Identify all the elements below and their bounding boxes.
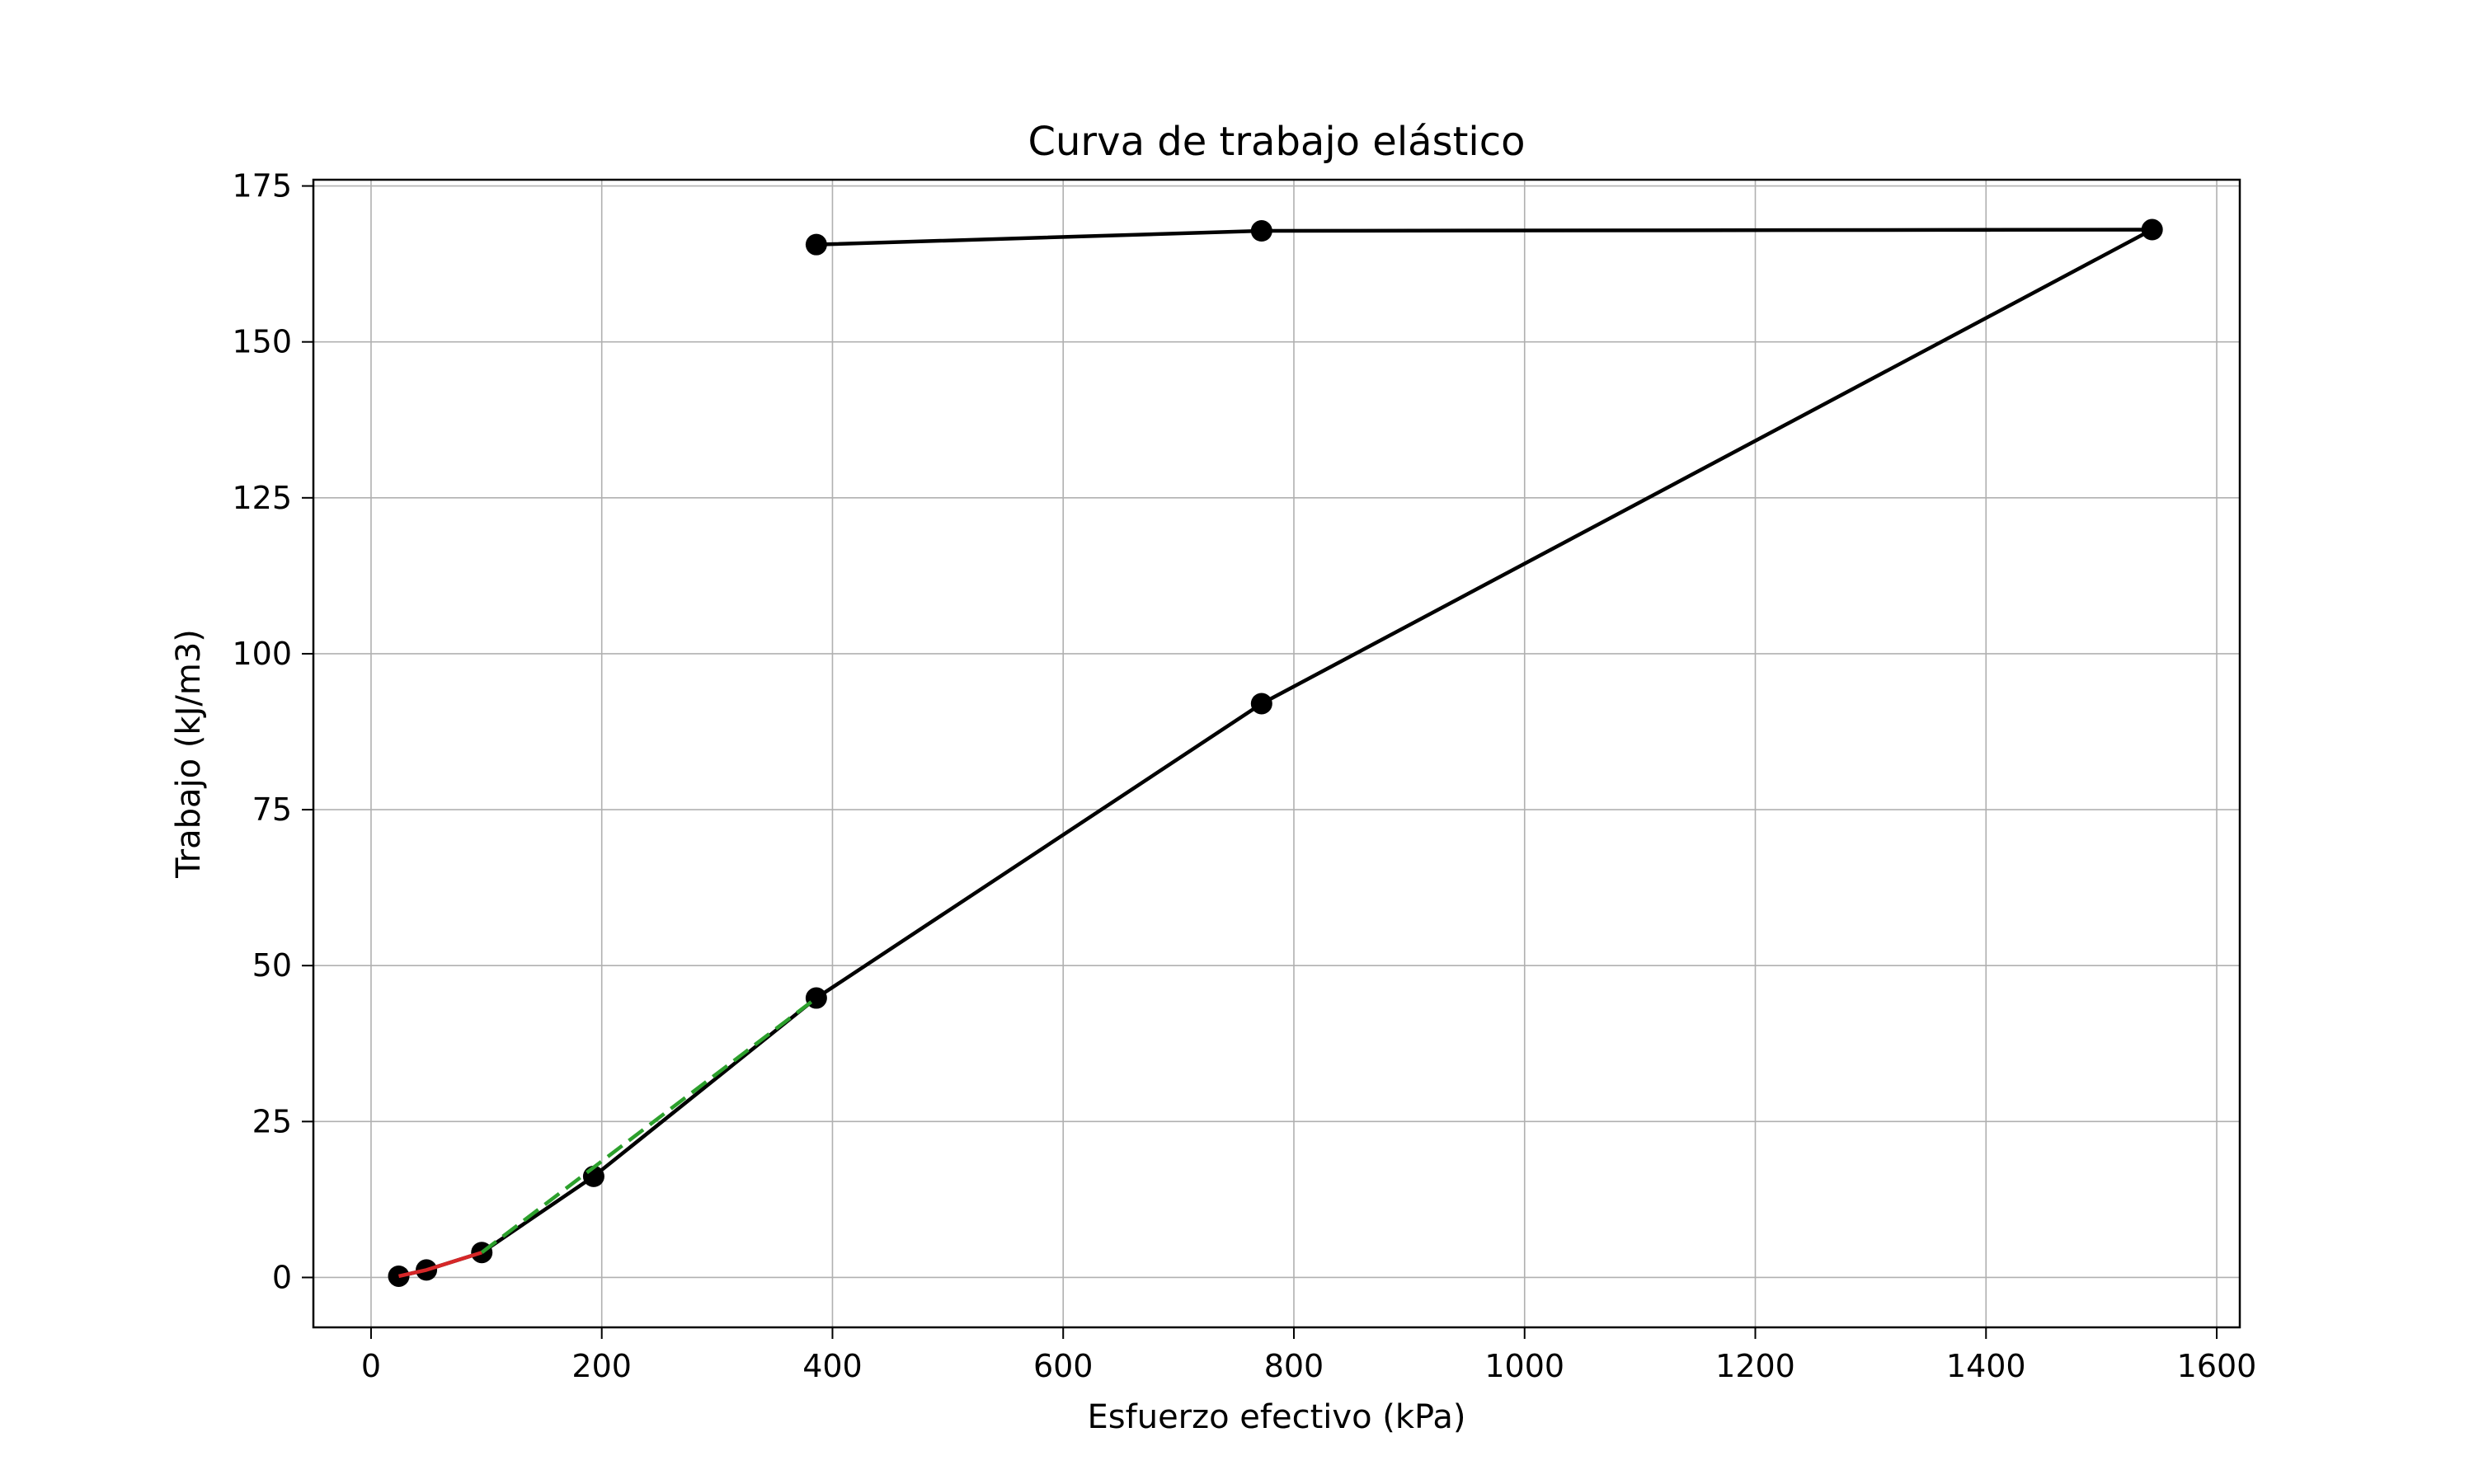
data-point — [805, 233, 827, 256]
y-tick-label: 175 — [232, 168, 292, 204]
grid — [313, 180, 2240, 1327]
y-tick-label: 25 — [252, 1103, 292, 1139]
x-ticks: 0 200 400 600 800 1000 1200 1400 1600 — [361, 1327, 2257, 1384]
y-tick-label: 150 — [232, 324, 292, 360]
x-tick-label: 800 — [1264, 1348, 1324, 1384]
chart-title: Curva de trabajo elástico — [1028, 119, 1525, 165]
y-axis-label: Trabajo (kJ/m3) — [170, 629, 208, 879]
data-point — [2141, 218, 2163, 241]
y-tick-label: 100 — [232, 636, 292, 672]
x-tick-label: 200 — [571, 1348, 632, 1384]
y-tick-label: 75 — [252, 791, 292, 828]
x-tick-label: 1600 — [2177, 1348, 2257, 1384]
y-tick-label: 0 — [272, 1259, 292, 1295]
x-tick-label: 1000 — [1484, 1348, 1564, 1384]
x-axis-label: Esfuerzo efectivo (kPa) — [1088, 1398, 1466, 1436]
y-ticks: 0 25 50 75 100 125 150 175 — [232, 168, 313, 1295]
x-tick-label: 1200 — [1715, 1348, 1795, 1384]
series-layer — [388, 218, 2163, 1287]
series-line-2 — [480, 996, 818, 1255]
data-point — [1250, 693, 1272, 715]
plot-frame — [312, 178, 2241, 1329]
y-tick-label: 50 — [252, 947, 292, 984]
x-tick-label: 1400 — [1946, 1348, 2026, 1384]
data-point — [1250, 220, 1272, 242]
series-line-1 — [398, 1251, 482, 1279]
x-tick-label: 400 — [802, 1348, 863, 1384]
x-tick-label: 0 — [361, 1348, 381, 1384]
y-tick-label: 125 — [232, 480, 292, 516]
series-line-0 — [398, 228, 2154, 1279]
x-tick-label: 600 — [1033, 1348, 1094, 1384]
